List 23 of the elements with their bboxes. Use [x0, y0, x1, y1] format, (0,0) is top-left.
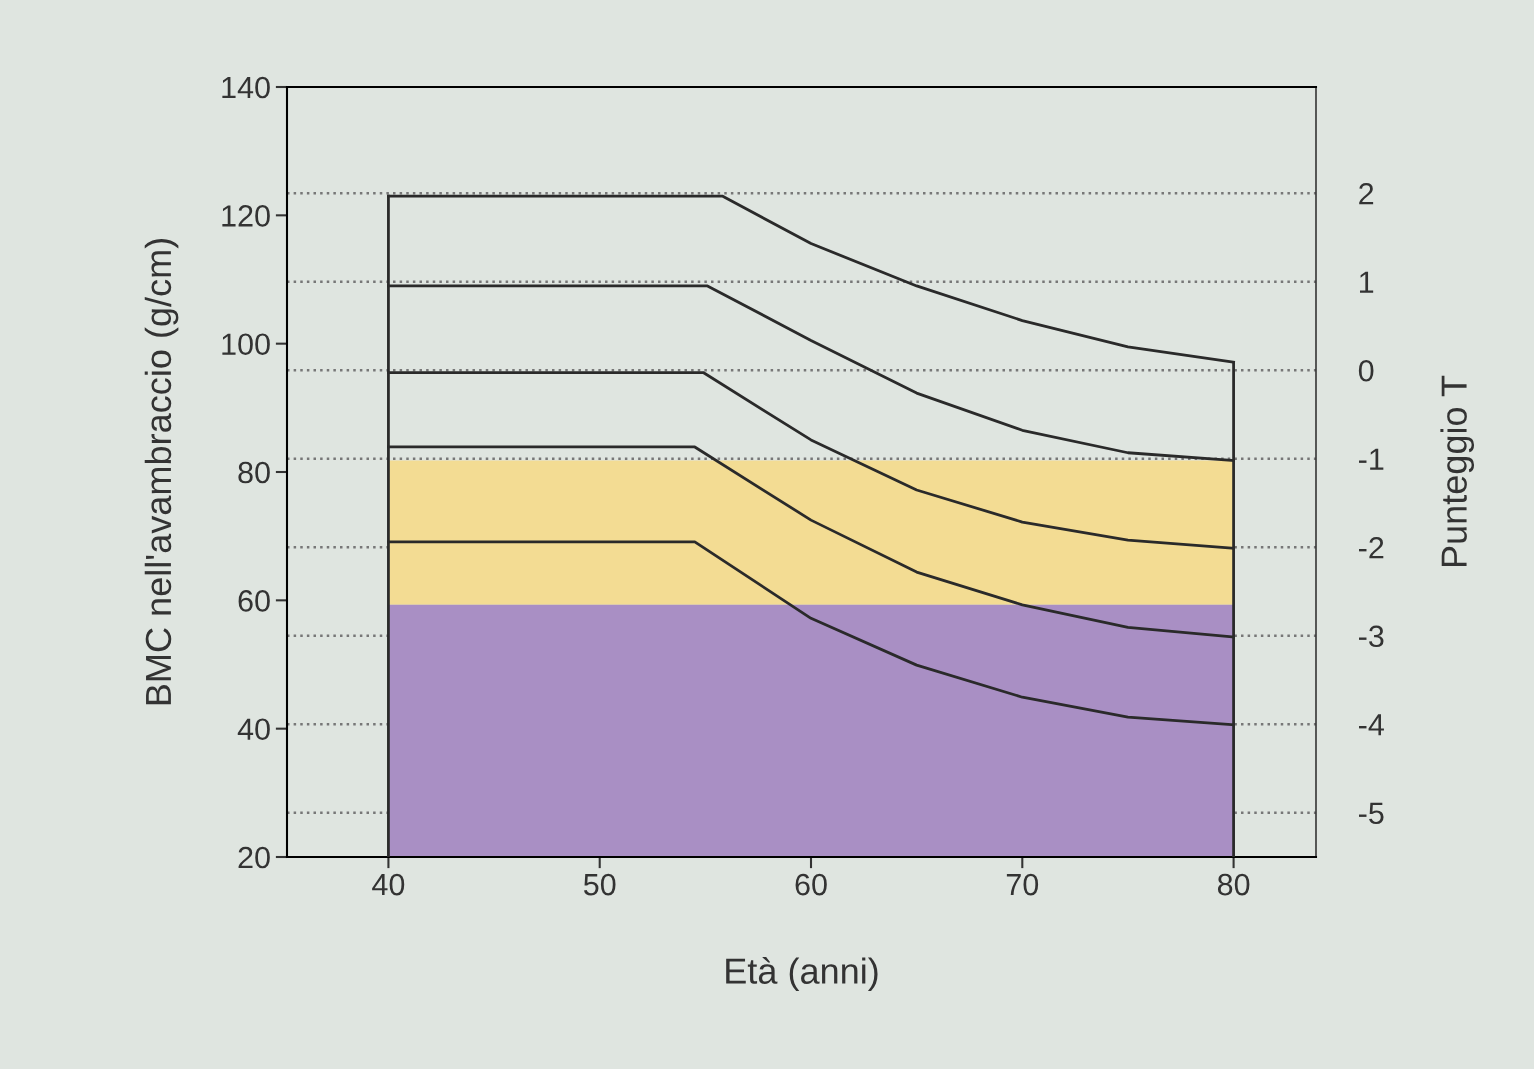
x-tick-label: 80 — [1217, 873, 1250, 896]
y2-tick-label: -5 — [1359, 802, 1384, 825]
y2-tick-label: -1 — [1359, 448, 1384, 470]
y2-tick-label: 1 — [1360, 271, 1374, 293]
x-tick-label: 50 — [583, 873, 616, 896]
y-tick-label: 60 — [238, 590, 270, 612]
y2-tick-label: 0 — [1358, 359, 1374, 382]
y-axis-title: BMC nell'avambraccio (g/cm) — [144, 239, 179, 705]
x-tick-label: 70 — [1006, 873, 1039, 896]
y2-tick-label: -4 — [1359, 714, 1384, 736]
y-tick-label: 120 — [222, 205, 270, 227]
x-tick-label: 60 — [795, 873, 827, 896]
x-axis-title: Età (anni) — [726, 956, 878, 992]
y2-tick-label: 2 — [1359, 182, 1374, 205]
y-tick-label: 40 — [237, 718, 270, 741]
y-tick-label: 100 — [222, 333, 270, 356]
y-tick-label: 80 — [238, 461, 270, 484]
y2-tick-label: -2 — [1359, 536, 1384, 559]
y-tick-label: 140 — [222, 76, 270, 99]
y2-tick-label: -3 — [1359, 625, 1384, 648]
x-tick-label: 40 — [372, 873, 405, 896]
y2-axis-title: Punteggio T — [1440, 375, 1475, 567]
y-tick-label: 20 — [238, 846, 270, 869]
